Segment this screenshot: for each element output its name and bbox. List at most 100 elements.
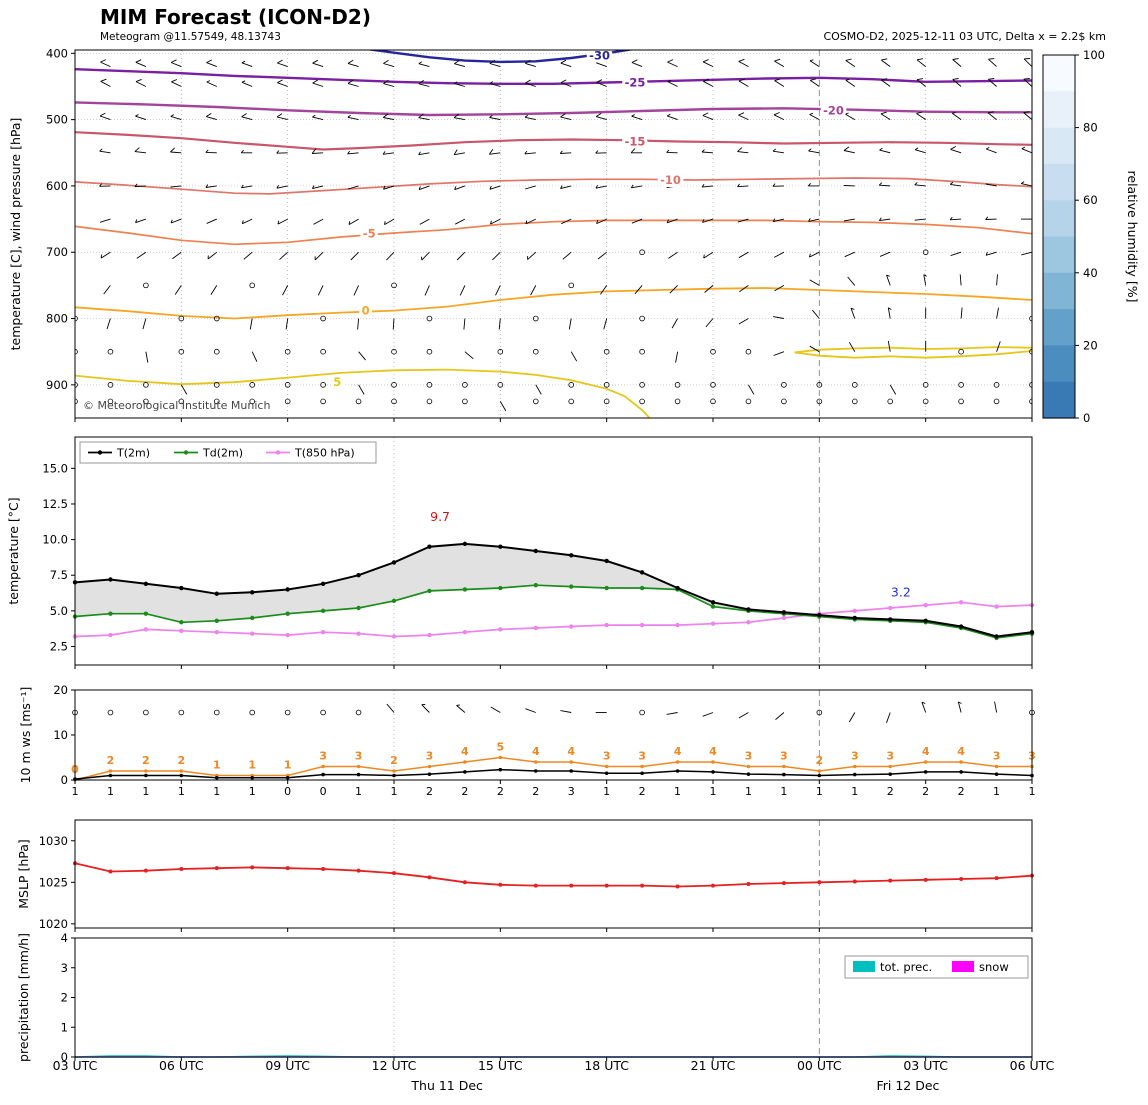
svg-text:9.7: 9.7	[430, 509, 450, 524]
svg-text:3: 3	[886, 750, 894, 763]
svg-text:MSLP [hPa]: MSLP [hPa]	[16, 839, 31, 909]
svg-text:1: 1	[674, 785, 681, 798]
svg-text:3: 3	[319, 750, 327, 763]
svg-text:0: 0	[284, 785, 291, 798]
svg-text:2: 2	[958, 785, 965, 798]
svg-text:2: 2	[639, 785, 646, 798]
svg-text:09 UTC: 09 UTC	[265, 1058, 310, 1073]
svg-text:500: 500	[46, 113, 68, 127]
svg-text:7.5: 7.5	[50, 568, 68, 582]
svg-text:21 UTC: 21 UTC	[691, 1058, 736, 1073]
svg-text:Td(2m): Td(2m)	[202, 447, 243, 460]
svg-text:1: 1	[248, 759, 256, 772]
svg-text:18 UTC: 18 UTC	[584, 1058, 629, 1073]
svg-text:1: 1	[391, 785, 398, 798]
svg-text:4: 4	[567, 745, 575, 758]
svg-text:3: 3	[851, 750, 859, 763]
svg-text:2: 2	[532, 785, 539, 798]
svg-text:1: 1	[710, 785, 717, 798]
svg-text:-20: -20	[823, 103, 844, 117]
svg-text:1025: 1025	[39, 875, 68, 889]
svg-text:2.5: 2.5	[50, 639, 68, 653]
svg-text:4: 4	[922, 745, 930, 758]
svg-text:00 UTC: 00 UTC	[797, 1058, 842, 1073]
svg-text:700: 700	[46, 245, 68, 259]
svg-text:2: 2	[178, 754, 186, 767]
svg-text:400: 400	[46, 46, 68, 60]
svg-text:3: 3	[993, 750, 1001, 763]
svg-text:5.0: 5.0	[50, 604, 68, 618]
svg-text:T(850 hPa): T(850 hPa)	[294, 447, 355, 460]
svg-text:2: 2	[497, 785, 504, 798]
svg-text:40: 40	[1083, 266, 1098, 280]
svg-text:1: 1	[851, 785, 858, 798]
svg-text:Fri 12 Dec: Fri 12 Dec	[876, 1078, 939, 1093]
svg-text:12.5: 12.5	[42, 497, 68, 511]
svg-text:20: 20	[53, 683, 68, 697]
svg-text:0: 0	[1083, 411, 1090, 425]
svg-text:1: 1	[72, 785, 79, 798]
svg-text:12 UTC: 12 UTC	[372, 1058, 417, 1073]
page-title: MIM Forecast (ICON-D2)	[100, 5, 371, 29]
svg-text:1: 1	[213, 785, 220, 798]
model-run-info: COSMO-D2, 2025-12-11 03 UTC, Delta x = 2…	[823, 30, 1106, 43]
svg-text:1: 1	[249, 785, 256, 798]
svg-text:4: 4	[61, 931, 68, 945]
svg-text:-5: -5	[363, 227, 376, 241]
svg-text:10: 10	[53, 728, 68, 742]
svg-text:4: 4	[532, 745, 540, 758]
svg-text:0: 0	[320, 785, 327, 798]
svg-text:4: 4	[674, 745, 682, 758]
svg-text:-30: -30	[589, 48, 610, 62]
svg-text:relative humidity [%]: relative humidity [%]	[1125, 171, 1140, 303]
figure-subtitle: Meteogram @11.57549, 48.13743	[100, 31, 281, 43]
svg-text:tot. prec.: tot. prec.	[880, 960, 932, 974]
svg-text:2: 2	[390, 754, 398, 767]
svg-text:10 m ws [ms⁻¹]: 10 m ws [ms⁻¹]	[18, 687, 33, 784]
svg-text:1: 1	[213, 759, 221, 772]
svg-text:600: 600	[46, 179, 68, 193]
svg-text:2: 2	[922, 785, 929, 798]
svg-text:-15: -15	[625, 135, 646, 149]
svg-text:-10: -10	[660, 173, 681, 187]
svg-text:5: 5	[333, 375, 341, 389]
svg-text:2: 2	[142, 754, 150, 767]
svg-text:10.0: 10.0	[42, 533, 68, 547]
svg-text:1: 1	[993, 785, 1000, 798]
svg-text:temperature [°C]: temperature [°C]	[6, 497, 21, 604]
svg-text:1: 1	[816, 785, 823, 798]
svg-text:0: 0	[61, 773, 68, 787]
svg-text:precipitation [mm/h]: precipitation [mm/h]	[16, 933, 31, 1062]
svg-text:1: 1	[284, 759, 292, 772]
svg-text:80: 80	[1083, 121, 1098, 135]
svg-text:2: 2	[107, 754, 115, 767]
svg-text:1: 1	[355, 785, 362, 798]
svg-text:1: 1	[61, 1020, 68, 1034]
svg-text:06 UTC: 06 UTC	[159, 1058, 204, 1073]
svg-text:100: 100	[1083, 48, 1105, 62]
svg-text:3: 3	[603, 750, 611, 763]
svg-text:900: 900	[46, 378, 68, 392]
svg-text:4: 4	[461, 745, 469, 758]
svg-text:3: 3	[426, 750, 434, 763]
svg-text:1: 1	[780, 785, 787, 798]
svg-text:-25: -25	[625, 75, 646, 89]
svg-text:15 UTC: 15 UTC	[478, 1058, 523, 1073]
svg-text:© Meteorological Institute Mun: © Meteorological Institute Munich	[83, 399, 270, 412]
svg-text:20: 20	[1083, 338, 1098, 352]
svg-text:2: 2	[426, 785, 433, 798]
svg-text:03 UTC: 03 UTC	[903, 1058, 948, 1073]
svg-text:2: 2	[461, 785, 468, 798]
svg-text:03 UTC: 03 UTC	[53, 1058, 98, 1073]
svg-text:06 UTC: 06 UTC	[1010, 1058, 1055, 1073]
svg-text:1: 1	[142, 785, 149, 798]
svg-text:1: 1	[603, 785, 610, 798]
svg-text:3.2: 3.2	[891, 585, 911, 600]
svg-text:1: 1	[1029, 785, 1036, 798]
svg-text:800: 800	[46, 312, 68, 326]
svg-text:Thu 11 Dec: Thu 11 Dec	[410, 1078, 483, 1093]
svg-text:3: 3	[745, 750, 753, 763]
svg-text:temperature [C], wind pressure: temperature [C], wind pressure [hPa]	[8, 118, 23, 351]
